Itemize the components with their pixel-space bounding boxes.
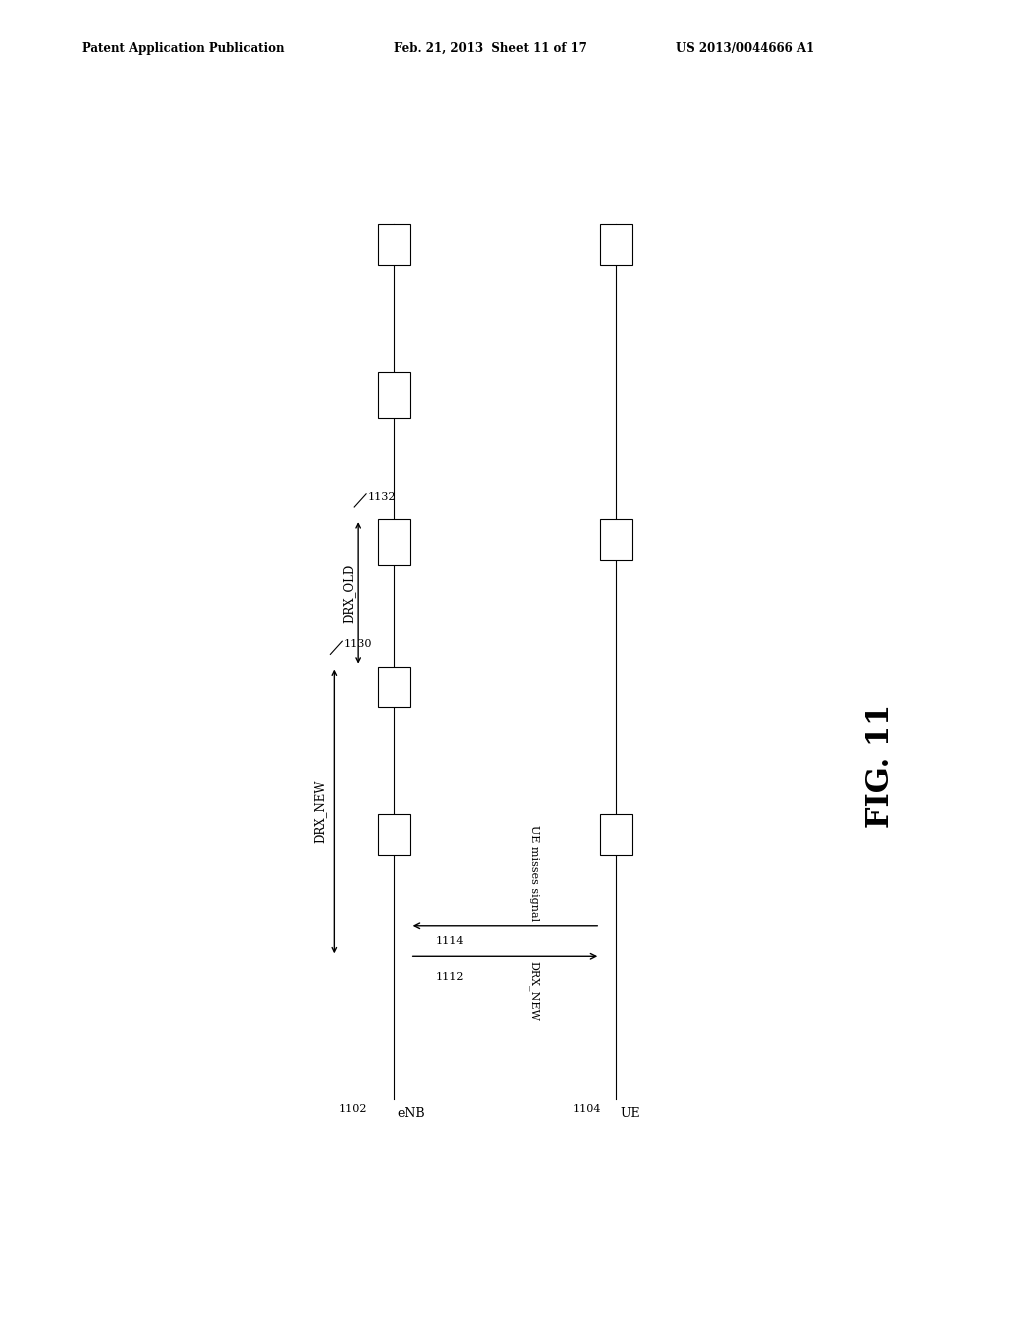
Bar (378, 519, 410, 565)
Text: 1102: 1102 (338, 1104, 367, 1114)
Bar (600, 519, 632, 560)
Text: Patent Application Publication: Patent Application Publication (82, 42, 285, 55)
Text: DRX_OLD: DRX_OLD (342, 564, 355, 623)
Text: DRX_NEW: DRX_NEW (528, 961, 540, 1022)
Text: 1104: 1104 (572, 1104, 601, 1114)
Text: US 2013/0044666 A1: US 2013/0044666 A1 (676, 42, 814, 55)
Text: Feb. 21, 2013  Sheet 11 of 17: Feb. 21, 2013 Sheet 11 of 17 (394, 42, 587, 55)
Text: eNB: eNB (397, 1106, 425, 1119)
Text: UE: UE (620, 1106, 640, 1119)
Text: 1112: 1112 (435, 972, 464, 982)
Text: 1130: 1130 (344, 639, 373, 649)
Text: 1114: 1114 (435, 936, 464, 946)
Text: FIG. 11: FIG. 11 (865, 704, 896, 828)
Bar (600, 224, 632, 265)
Text: DRX_NEW: DRX_NEW (313, 780, 327, 843)
Text: 1132: 1132 (368, 492, 396, 502)
Bar (378, 667, 410, 708)
Bar (600, 814, 632, 854)
Text: UE misses signal: UE misses signal (528, 825, 539, 921)
Bar (378, 372, 410, 417)
Bar (378, 224, 410, 265)
Bar (378, 814, 410, 854)
